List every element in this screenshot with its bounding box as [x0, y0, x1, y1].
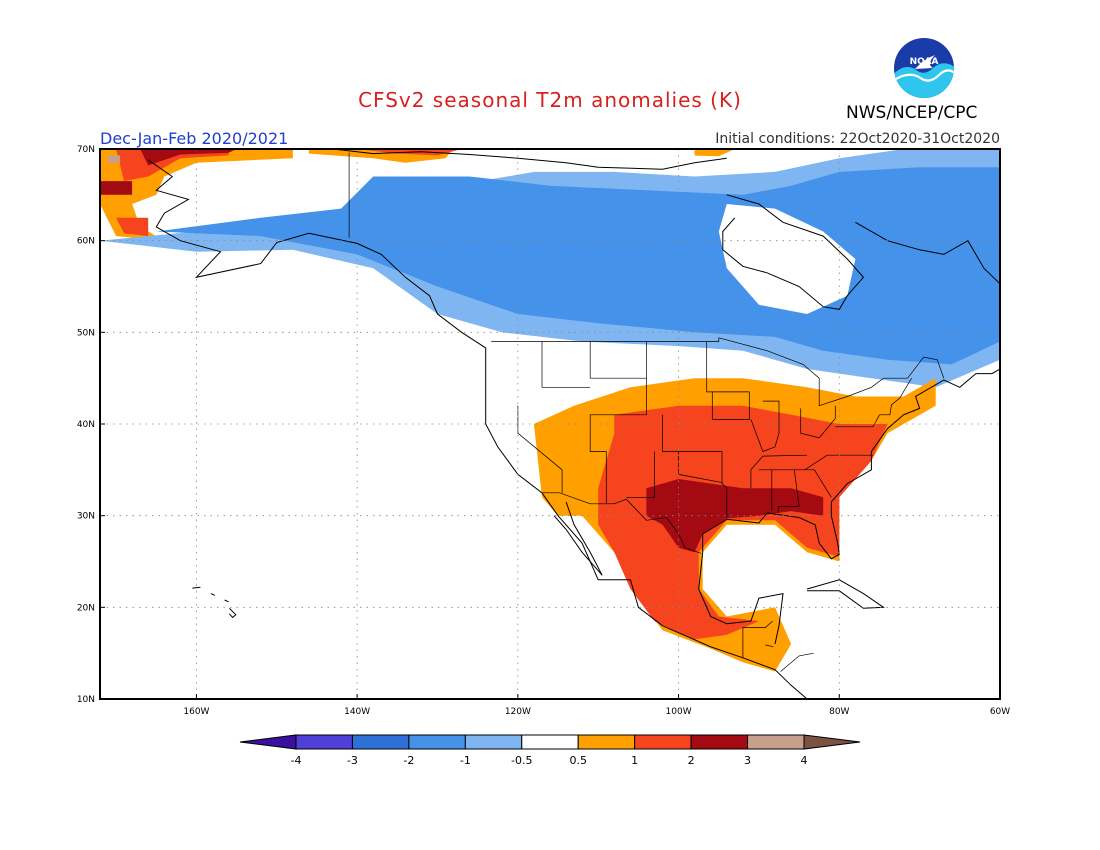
coastline-segment — [210, 593, 216, 596]
lat-label: 70N — [77, 145, 95, 155]
border-segment — [491, 337, 945, 407]
anomaly-regions — [100, 149, 1000, 672]
lon-label: 100W — [666, 707, 692, 717]
coastline-segment — [722, 194, 865, 310]
coastline-segment — [702, 368, 1000, 560]
border-segment — [758, 454, 873, 471]
border-segment — [589, 341, 647, 504]
colorbar-box — [577, 734, 636, 750]
anomaly-region-alaska-sw-warm-strong — [116, 217, 149, 237]
coastline-segment — [698, 552, 784, 645]
season-label: Dec-Jan-Feb 2020/2021 — [100, 129, 289, 148]
anomaly-region-conus-warm-moderate — [598, 405, 888, 640]
noaa-logo: NOAA — [894, 38, 954, 98]
anomaly-region-south-central-much-warm — [646, 479, 824, 553]
colorbar-label: 0.5 — [569, 754, 587, 767]
border-segment — [626, 451, 655, 498]
colorbar-label: -4 — [291, 754, 302, 767]
border-segment — [765, 644, 774, 648]
lat-label: 30N — [77, 512, 95, 522]
political-borders — [348, 152, 945, 672]
border-segment — [517, 405, 563, 493]
colorbar-box — [521, 734, 579, 750]
coastline-segment — [553, 501, 603, 576]
colorbar-label: -1 — [460, 754, 471, 767]
colorbar-box — [634, 734, 692, 750]
border-segment — [835, 378, 912, 428]
coastlines — [132, 149, 1000, 699]
colorbar-box — [408, 734, 466, 750]
colorbar-label: 3 — [744, 754, 751, 767]
colorbar-box — [351, 734, 410, 750]
colorbar-label: 1 — [631, 754, 638, 767]
colorbar-box — [690, 734, 749, 750]
lat-label: 20N — [77, 603, 95, 613]
border-segment — [780, 652, 814, 672]
colorbar-max-arrow — [803, 734, 861, 750]
noaa-logo-text: NOAA — [910, 57, 939, 67]
colorbar-label: 4 — [801, 754, 808, 767]
border-segment — [706, 341, 750, 420]
lon-label: 140W — [344, 707, 370, 717]
anomaly-region-alaska-nw-extreme — [108, 155, 121, 163]
latitude-labels: 70N 60N 50N 40N 30N 20N 10N — [77, 145, 105, 705]
lon-label: 60W — [990, 707, 1010, 717]
colorbar-box — [464, 734, 523, 750]
colorbar-label: 2 — [688, 754, 695, 767]
colorbar-label: -0.5 — [511, 754, 532, 767]
lon-label: 160W — [183, 707, 209, 717]
lat-label: 60N — [77, 237, 95, 247]
border-segment — [662, 414, 728, 518]
border-segment — [750, 454, 808, 489]
lat-label: 50N — [77, 328, 95, 338]
border-segment — [804, 469, 832, 498]
colorbar-min-arrow — [239, 734, 297, 750]
colorbar-box — [295, 734, 353, 750]
coastline-segment — [132, 149, 727, 170]
border-segment — [800, 405, 836, 439]
lon-label: 80W — [829, 707, 849, 717]
border-segment — [777, 469, 800, 513]
border-segment — [750, 400, 780, 452]
coastline-segment — [147, 159, 808, 699]
coastline-segment — [224, 599, 229, 603]
lat-label: 10N — [77, 695, 95, 705]
colorbar-label: -3 — [347, 754, 358, 767]
coastline-segment — [806, 579, 886, 609]
anomaly-region-alaska-nw-much-warm — [100, 181, 133, 195]
colorbar-box — [747, 734, 805, 750]
border-segment — [742, 620, 773, 658]
border-segment — [542, 492, 702, 554]
longitude-labels: 160W 140W 120W 100W 80W 60W — [183, 694, 1010, 717]
colorbar: -4 -3 -2 -1 -0.5 0.5 1 2 3 4 — [239, 734, 861, 767]
initial-conditions-label: Initial conditions: 22Oct2020-31Oct2020 — [715, 131, 1000, 147]
lat-label: 40N — [77, 420, 95, 430]
anomaly-region-alaska-west-much-warm — [140, 149, 237, 166]
chart-title: CFSv2 seasonal T2m anomalies (K) — [358, 88, 742, 112]
lon-label: 120W — [505, 707, 531, 717]
graticule — [100, 149, 1000, 699]
border-segment — [541, 341, 591, 388]
coastline-segment — [192, 586, 201, 589]
anomaly-region-hudson-bay-neutral — [718, 204, 856, 314]
colorbar-label: -2 — [403, 754, 414, 767]
coastline-segment — [229, 607, 237, 619]
org-label: NWS/NCEP/CPC — [846, 103, 978, 123]
anomaly-region-arctic-islands-neutral — [517, 149, 695, 172]
